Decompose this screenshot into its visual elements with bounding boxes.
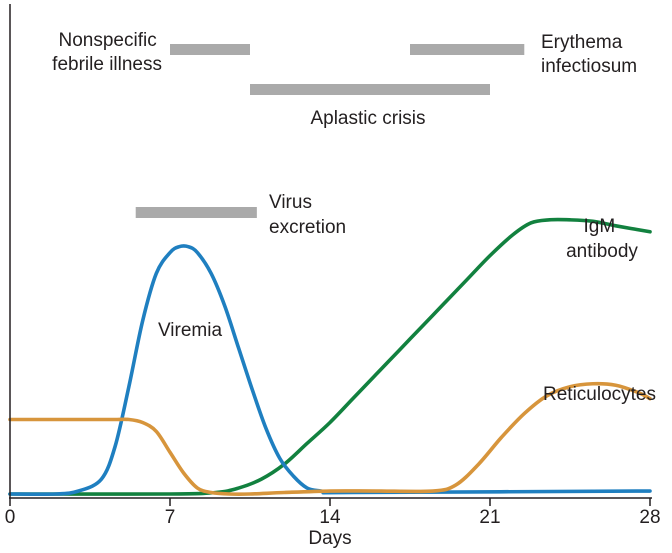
annotation-line: Nonspecific [59, 30, 157, 51]
annotation-reticulocytes: Reticulocytes [543, 384, 656, 405]
x-tick-label: 0 [5, 507, 16, 528]
annotation-line: IgM [584, 216, 616, 237]
annotation-viremia: Viremia [158, 320, 222, 341]
phase-bar [250, 84, 490, 95]
annotation-line: Aplastic crisis [310, 108, 425, 129]
x-tick-label: 21 [479, 507, 500, 528]
phase-bar [410, 44, 525, 55]
annotation-line: excretion [269, 217, 346, 238]
phase-bar [170, 44, 250, 55]
phase-bar [135, 207, 257, 218]
annotation-line: febrile illness [52, 54, 162, 75]
x-tick-label: 14 [319, 507, 341, 528]
annotation-virus-excretion: Virus excretion [269, 192, 346, 238]
annotation-line: Virus [269, 192, 312, 213]
x-tick-label: 28 [639, 507, 660, 528]
phase-bars-layer [135, 44, 525, 218]
annotation-line: infectiosum [541, 56, 637, 77]
annotation-line: antibody [566, 241, 638, 262]
annotation-igm-antibody: IgM antibody [566, 216, 638, 262]
x-ticks: 0 7 14 21 28 [5, 498, 661, 528]
annotation-erythema-infectiosum: Erythema infectiosum [541, 32, 637, 77]
series-line-viremia [8, 244, 652, 497]
series-line-reticulocytes [8, 381, 652, 496]
annotation-line: Erythema [541, 32, 623, 53]
annotation-nonspecific-febrile-illness: Nonspecific febrile illness [52, 30, 162, 75]
annotation-line: Reticulocytes [543, 384, 656, 405]
series-layer [8, 217, 652, 497]
x-axis-label: Days [308, 528, 351, 549]
annotation-line: Viremia [158, 320, 222, 341]
x-tick-label: 7 [165, 507, 176, 528]
annotation-aplastic-crisis: Aplastic crisis [310, 108, 425, 129]
series-line-igm-antibody [8, 217, 652, 496]
